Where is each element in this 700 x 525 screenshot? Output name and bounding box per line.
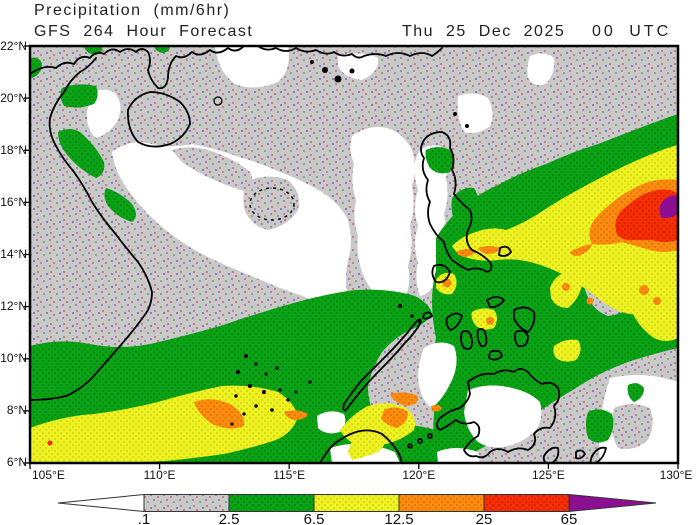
y-tick-label: 6°N (7, 455, 27, 469)
valid-date-label: Thu 25 Dec 2025 (402, 23, 566, 40)
coastlines (30, 46, 607, 463)
x-tick-label: 125°E (532, 468, 565, 482)
reef-specks (230, 60, 469, 426)
paracel-islands-outline (249, 187, 295, 221)
y-tick-label: 16°N (0, 195, 27, 209)
colorbar-seg-red (483, 494, 570, 512)
pratas-island-outline (213, 96, 223, 106)
x-tick-label: 130°E (660, 468, 693, 482)
precip-purple-65 (659, 195, 678, 219)
axis-ticks (24, 45, 679, 469)
y-tick-label: 8°N (7, 403, 27, 417)
y-tick-label: 20°N (0, 91, 27, 105)
colorbar: .1 2.5 6.5 12.5 25 65 (57, 493, 657, 525)
model-forecast-label: GFS 264 Hour Forecast (34, 23, 254, 40)
precip-field (30, 46, 678, 463)
colorbar-seg-green (228, 494, 315, 512)
x-tick-label: 110°E (144, 468, 176, 482)
colorbar-seg-gray (143, 494, 230, 512)
y-tick-label: 10°N (0, 351, 27, 365)
colorbar-seg-yellow (313, 494, 400, 512)
colorbar-label: 65 (561, 511, 578, 525)
x-tick-label: 105°E (32, 468, 65, 482)
x-axis-labels: 105°E 110°E 115°E 120°E 125°E 130°E (32, 468, 692, 482)
colorbar-label: 12.5 (384, 511, 413, 525)
colorbar-label: 6.5 (304, 511, 325, 525)
y-tick-label: 18°N (0, 143, 27, 157)
y-axis-labels: 22°N 20°N 18°N 16°N 14°N 12°N 10°N 8°N 6… (0, 39, 27, 469)
colorbar-label: 25 (476, 511, 493, 525)
y-tick-label: 22°N (0, 39, 27, 53)
y-tick-label: 14°N (0, 247, 27, 261)
colorbar-label: .1 (138, 511, 151, 525)
colorbar-seg-orange (398, 494, 485, 512)
cycle-label: 00 UTC (592, 23, 672, 40)
x-tick-label: 115°E (273, 468, 305, 482)
colorbar-label: 2.5 (219, 511, 240, 525)
x-tick-label: 120°E (402, 468, 435, 482)
colorbar-left-arrow (57, 493, 145, 513)
colorbar-right-arrow (568, 493, 657, 513)
page-title: Precipitation (mm/6hr) (34, 2, 231, 19)
y-tick-label: 12°N (0, 299, 27, 313)
